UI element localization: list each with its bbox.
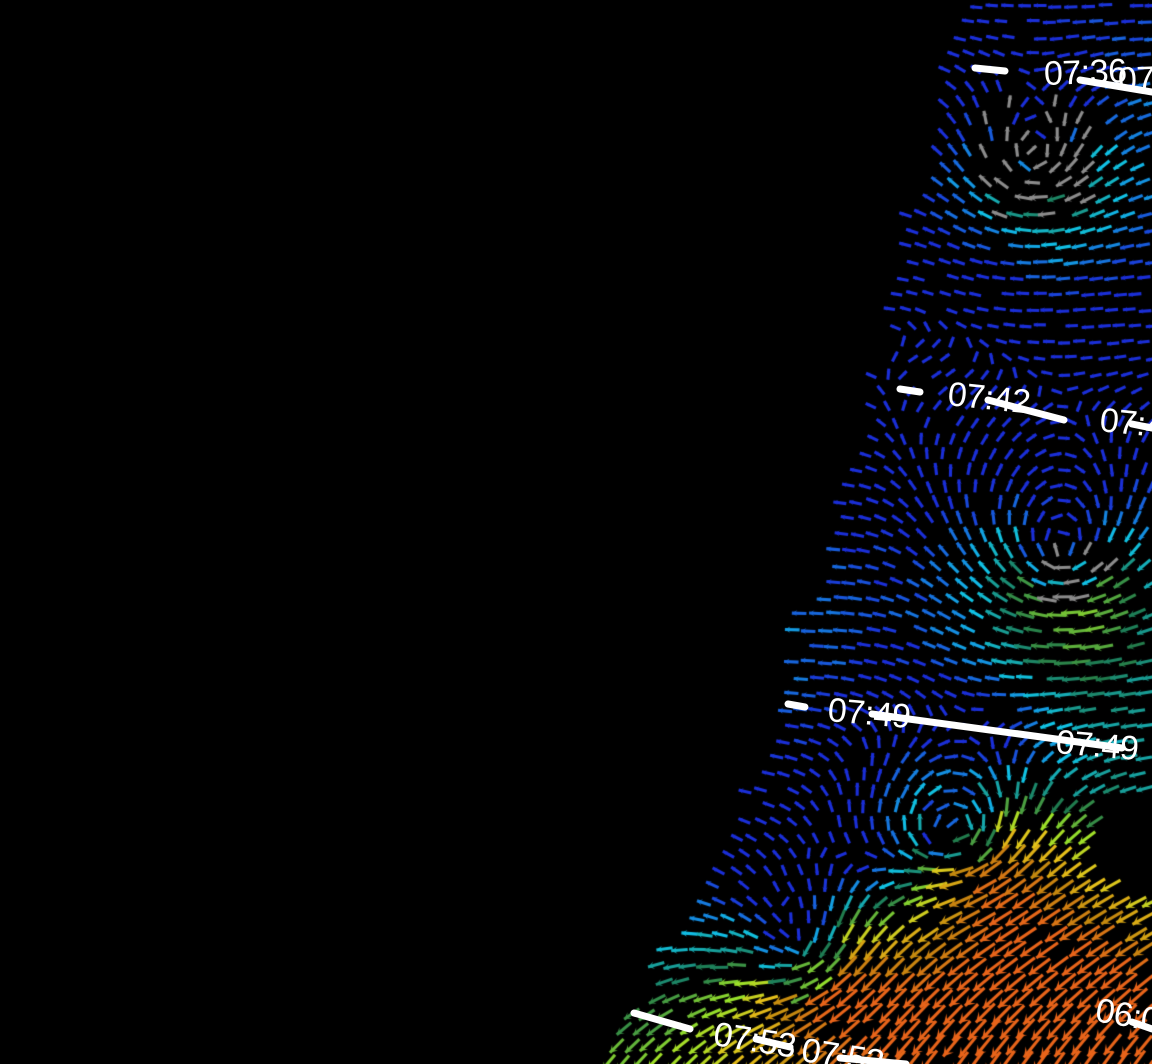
time-tick-label: 07:36 — [1117, 58, 1152, 99]
time-tick-label: 07:42 — [1098, 401, 1152, 448]
time-tick-label: 07:49 — [826, 691, 912, 737]
time-tick-label: 07:42 — [946, 375, 1033, 422]
time-tick-label: 07:49 — [1054, 723, 1140, 769]
time-tick-label: 07:36 — [1043, 52, 1128, 93]
